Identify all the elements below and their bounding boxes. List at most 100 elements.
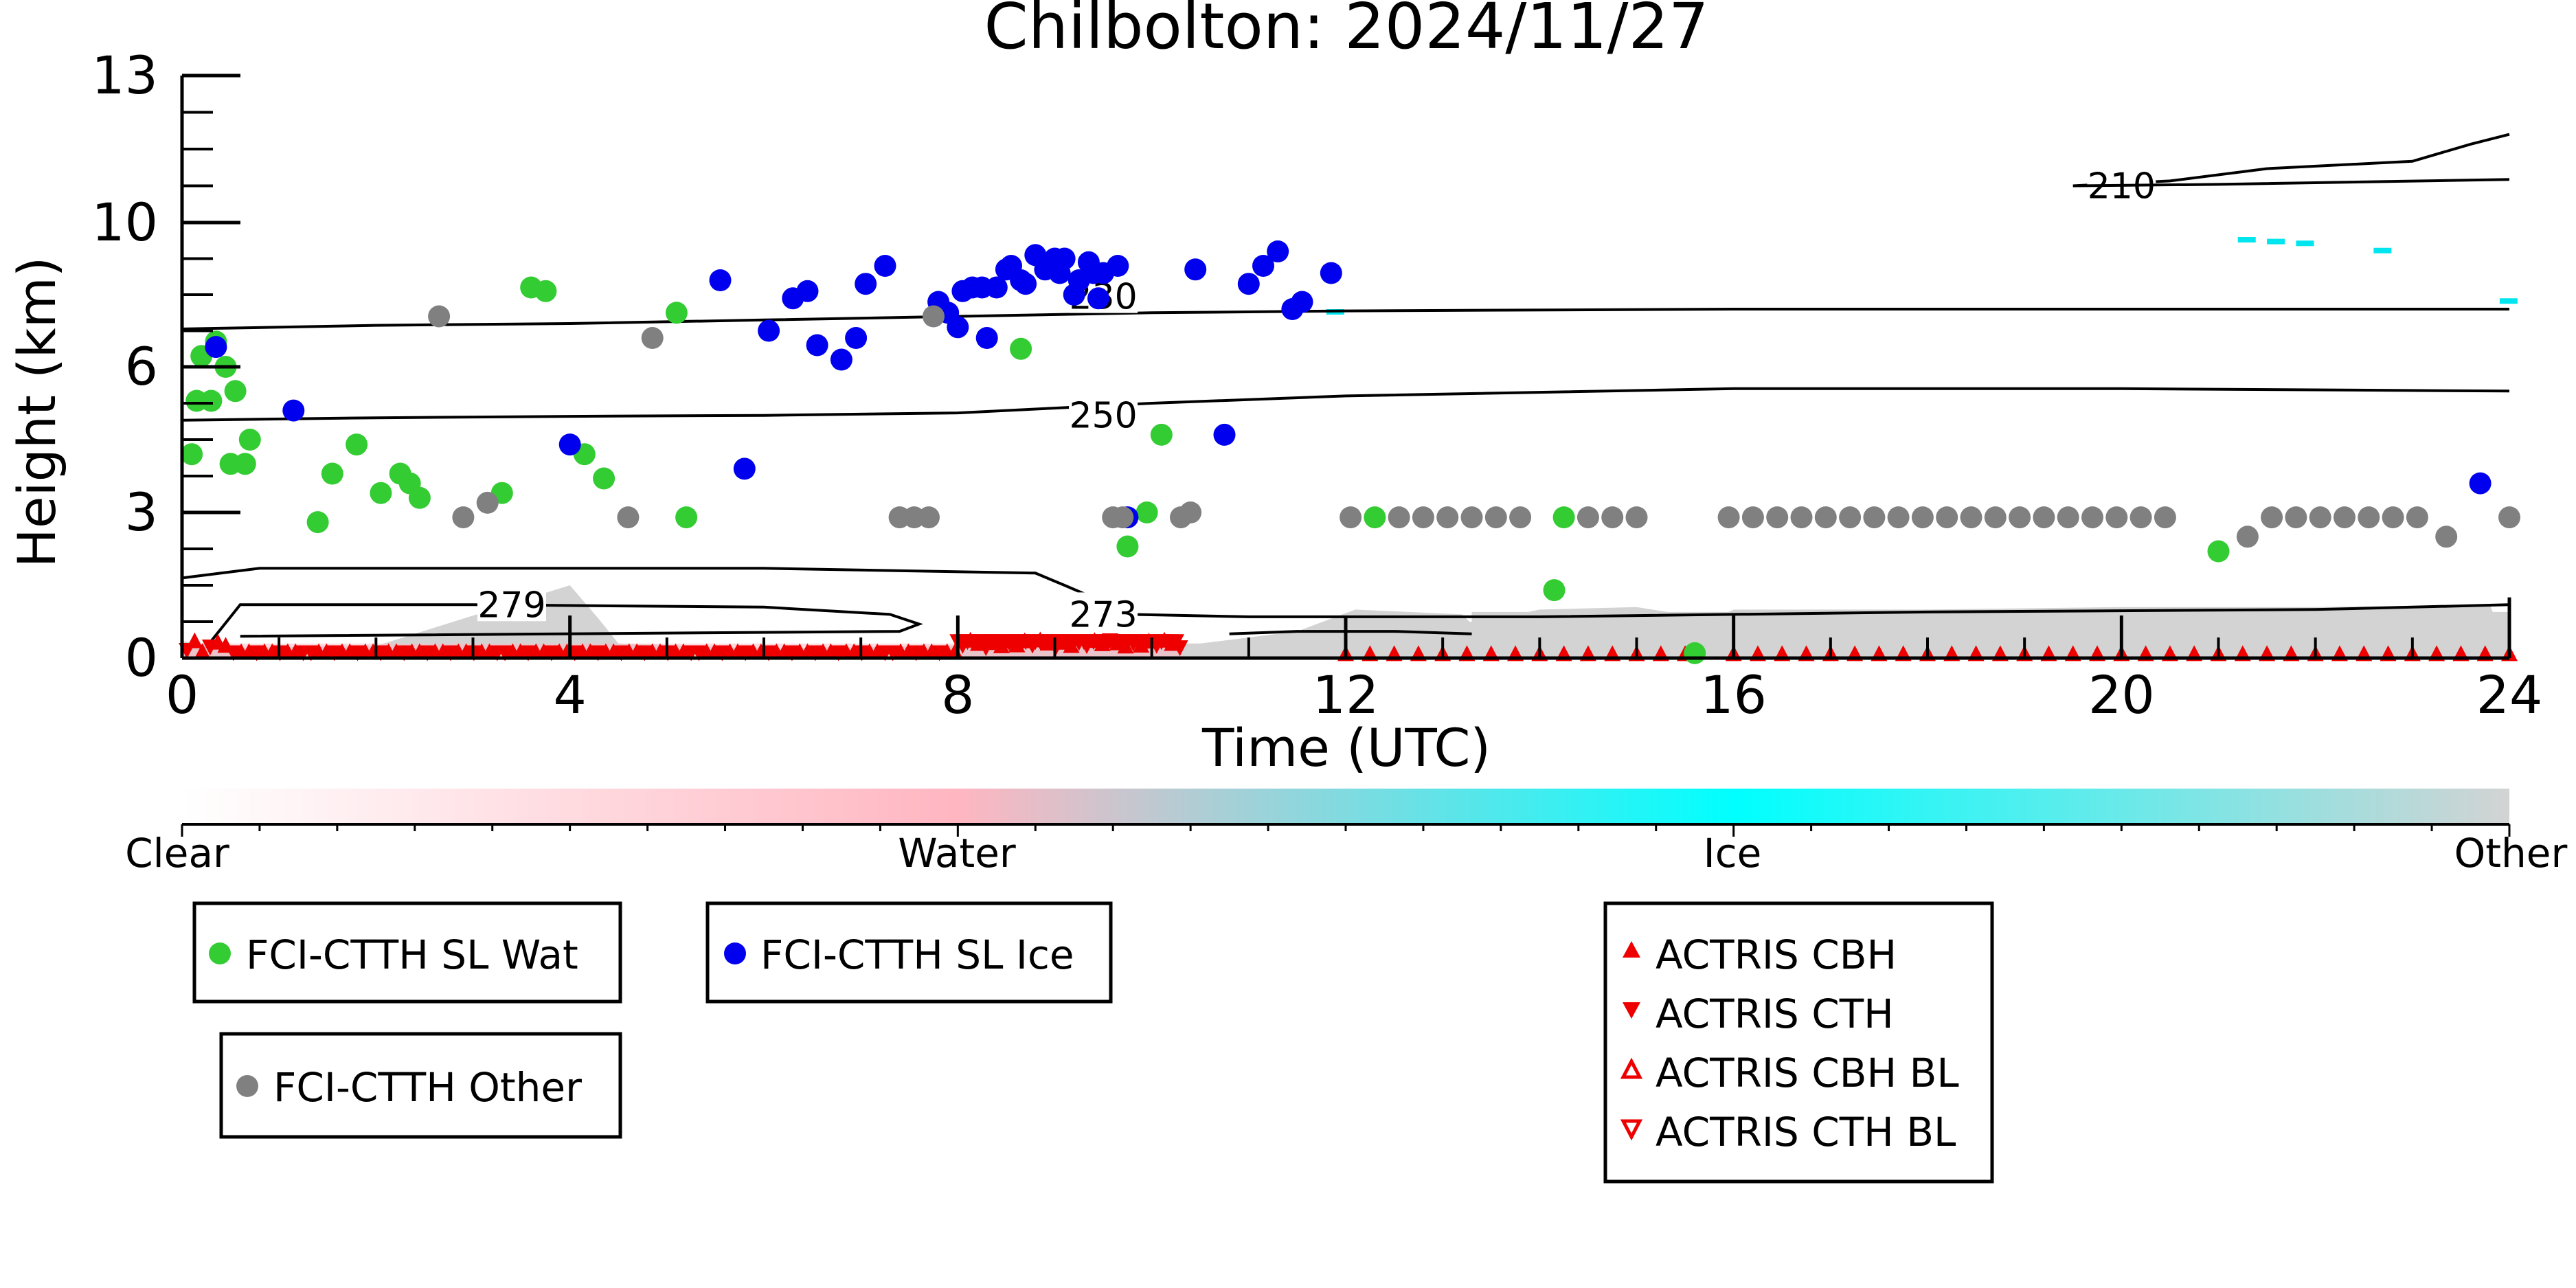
fci-ice-point: [1214, 424, 1236, 446]
fci-other-point: [2033, 506, 2055, 528]
fci-wat-point: [346, 433, 368, 455]
fci-ice-point: [1320, 262, 1342, 284]
fci-wat-point: [2208, 541, 2230, 563]
fci-other-point: [1815, 506, 1837, 528]
colorbar-label-ice: Ice: [1704, 830, 1762, 877]
legend-marker-fci-wat: [209, 942, 231, 964]
fci-wat-point: [675, 506, 697, 528]
fci-other-point: [2498, 506, 2520, 528]
x-axis-label: Time (UTC): [1201, 717, 1491, 778]
fci-other-point: [1936, 506, 1958, 528]
fci-ice-point: [1267, 240, 1289, 262]
fci-other-point: [1111, 506, 1133, 528]
legend-marker-fci-other: [236, 1075, 258, 1097]
fci-other-point: [1179, 501, 1201, 523]
fci-wat-point: [1684, 642, 1706, 664]
fci-wat-point: [307, 511, 329, 533]
ice-mask-patch: [2267, 239, 2285, 245]
fci-ice-point: [806, 335, 828, 357]
y-tick-label: 6: [125, 336, 158, 397]
fci-other-point: [2358, 506, 2380, 528]
other-mask-block: [1472, 612, 2509, 658]
fci-ice-point: [710, 269, 732, 291]
fci-ice-point: [1054, 248, 1076, 270]
legend-label-actris-cth-bl: ACTRIS CTH BL: [1656, 1109, 1956, 1155]
x-tick-label: 4: [553, 664, 586, 725]
fci-other-point: [2334, 506, 2355, 528]
fci-other-point: [923, 306, 945, 328]
fci-other-point: [1766, 506, 1788, 528]
x-tick-label: 16: [1700, 664, 1767, 725]
fci-ice-point: [845, 327, 867, 349]
legend-label-actris-cth: ACTRIS CTH: [1656, 991, 1894, 1037]
fci-wat-point: [666, 302, 688, 324]
contour-line: [182, 309, 2509, 329]
fci-wat-point: [200, 390, 222, 412]
fci-other-point: [2285, 506, 2307, 528]
fci-ice-point: [1184, 258, 1206, 280]
fci-other-point: [1340, 506, 1362, 528]
fci-ice-point: [559, 433, 581, 455]
fci-wat-point: [409, 487, 431, 509]
fci-other-point: [2105, 506, 2127, 528]
fci-other-point: [2237, 526, 2259, 547]
y-tick-label: 0: [125, 627, 158, 688]
actris-cbh-marker: [186, 633, 203, 648]
fci-other-point: [1577, 506, 1599, 528]
contour-line: [182, 389, 2509, 420]
fci-other-point: [2154, 506, 2176, 528]
fci-other-point: [1601, 506, 1623, 528]
fci-wat-point: [1364, 506, 1386, 528]
contour-label: 273: [1069, 594, 1137, 635]
fci-other-point: [2057, 506, 2079, 528]
fci-wat-point: [181, 443, 203, 465]
legend-label-fci-wat: FCI-CTTH SL Wat: [246, 931, 578, 978]
fci-ice-point: [2470, 473, 2492, 495]
x-tick-label: 12: [1313, 664, 1379, 725]
colorbar-ticks: [182, 824, 2509, 837]
y-tick-label: 10: [91, 192, 158, 253]
fci-wat-point: [1116, 536, 1138, 558]
fci-other-point: [1863, 506, 1885, 528]
fci-other-point: [617, 506, 639, 528]
contour-label: 250: [1069, 396, 1137, 437]
fci-other-point: [1791, 506, 1813, 528]
fci-other-point: [452, 506, 474, 528]
fci-other-point: [1509, 506, 1531, 528]
colorbar-label-other: Other: [2454, 830, 2568, 877]
fci-wat-point: [593, 468, 615, 490]
legend-fci-wat: FCI-CTTH SL Wat: [194, 903, 620, 1002]
fci-other-point: [1412, 506, 1434, 528]
fci-other-point: [642, 327, 664, 349]
x-tick-label: 8: [941, 664, 974, 725]
chart-title: Chilbolton: 2024/11/27: [984, 0, 1708, 63]
y-tick-label: 13: [91, 45, 158, 106]
fci-wat-point: [239, 429, 261, 451]
fci-other-point: [918, 506, 940, 528]
x-tick-label: 0: [166, 664, 199, 725]
fci-ice-point: [976, 327, 998, 349]
fci-ice-point: [1238, 273, 1260, 295]
fci-ice-point: [734, 457, 756, 479]
contour-layer: 210230250279273: [182, 135, 2509, 642]
fci-other-point: [2261, 506, 2283, 528]
fci-ice-point: [947, 316, 969, 338]
legend-label-fci-other: FCI-CTTH Other: [273, 1064, 582, 1111]
fci-other-point: [2081, 506, 2103, 528]
fci-ice-point: [855, 273, 877, 295]
fci-ice-point: [282, 400, 304, 422]
y-axis-label: Height (km): [6, 257, 67, 568]
fci-other-point: [1961, 506, 1982, 528]
chart-figure: Chilbolton: 2024/11/27 Time (UTC) Height…: [0, 0, 2576, 1288]
legend-fci-ice: FCI-CTTH SL Ice: [708, 903, 1111, 1002]
fci-other-point: [1742, 506, 1764, 528]
fci-ice-point: [1107, 255, 1129, 277]
fci-other-point: [1839, 506, 1861, 528]
fci-wat-point: [534, 280, 556, 302]
fci-other-point: [428, 306, 450, 328]
fci-ice-point: [874, 255, 896, 277]
fci-ice-point: [831, 349, 852, 371]
legend-label-actris-cbh: ACTRIS CBH: [1656, 931, 1897, 978]
fci-other-point: [2309, 506, 2331, 528]
fci-other-point: [2406, 506, 2428, 528]
